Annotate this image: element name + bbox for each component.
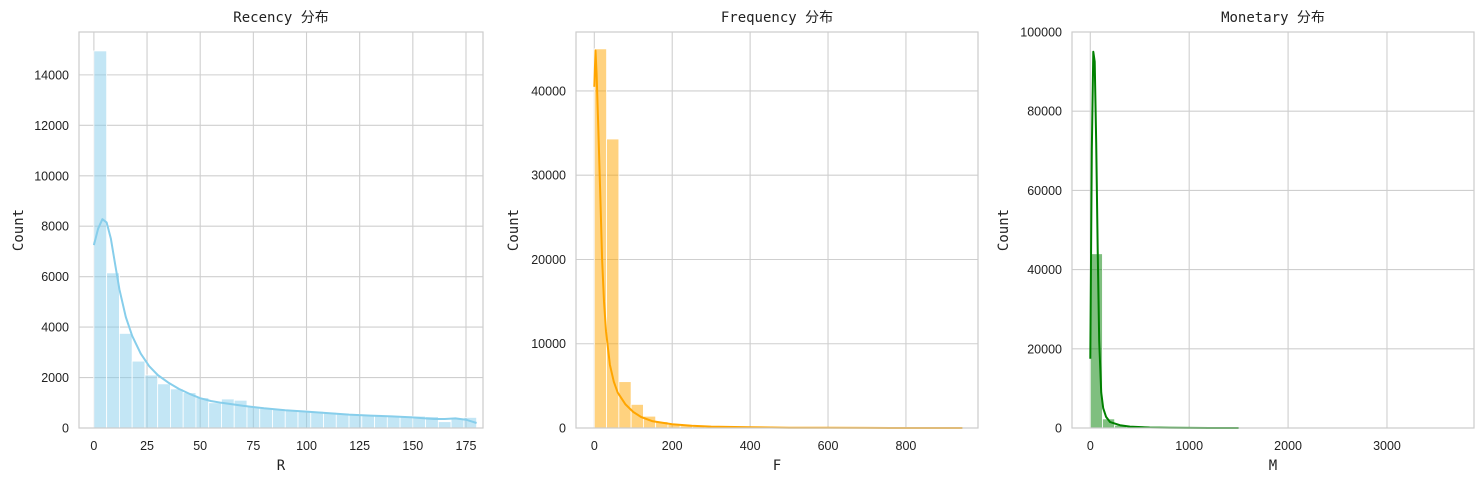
histogram-bar <box>119 333 133 429</box>
x-tick-label: 150 <box>402 439 423 453</box>
kde-line <box>92 218 477 424</box>
histogram-bar <box>131 360 146 429</box>
x-tick-label: 75 <box>246 439 260 453</box>
x-tick-label: 2000 <box>1274 439 1302 453</box>
histogram-bar <box>246 406 261 429</box>
y-tick-label: 0 <box>1055 422 1062 436</box>
y-tick-label: 40000 <box>1027 263 1062 277</box>
chart-title: Recency 分布 <box>233 10 328 26</box>
histogram-bar <box>374 414 388 429</box>
plot-frame <box>575 31 979 429</box>
y-tick-label: 0 <box>62 422 69 436</box>
x-tick-label: 50 <box>193 439 207 453</box>
x-tick-label: 0 <box>591 439 598 453</box>
kde-line <box>1089 50 1239 429</box>
chart-title: Monetary 分布 <box>1221 10 1325 26</box>
x-tick-label: 100 <box>296 439 317 453</box>
x-tick-label: 0 <box>1087 439 1094 453</box>
y-tick-label: 60000 <box>1027 184 1062 198</box>
recency-chart: 0 25 50 75 100 125 150 175 0 2000 4000 6000 8000 1000… <box>11 10 484 474</box>
y-tick-label: 100000 <box>1020 26 1062 40</box>
y-tick-label: 80000 <box>1027 105 1062 119</box>
y-axis-label: Count <box>11 209 27 251</box>
histogram-bar <box>361 414 375 429</box>
x-tick-label: 3000 <box>1373 439 1401 453</box>
histogram-bar <box>106 272 120 429</box>
histogram-bar <box>593 48 607 429</box>
histogram-bar <box>284 409 299 429</box>
histogram-bar <box>170 388 184 429</box>
histogram-bar <box>323 411 337 429</box>
plot-frame <box>1071 31 1475 429</box>
histogram-bar <box>272 409 286 429</box>
monetary-chart: 0 1000 2000 3000 0 20000 40000 60000 80000 100000… <box>996 10 1475 474</box>
histogram-bar <box>348 413 363 429</box>
x-tick-label: 25 <box>140 439 154 453</box>
kde-line <box>593 49 963 429</box>
y-tick-label: 20000 <box>1027 342 1062 356</box>
y-tick-label: 20000 <box>531 253 566 267</box>
x-tick-label: 1000 <box>1175 439 1203 453</box>
histogram-bar <box>182 392 197 429</box>
x-tick-label: 0 <box>90 439 97 453</box>
y-tick-label: 0 <box>559 422 566 436</box>
y-tick-label: 2000 <box>41 371 69 385</box>
y-axis-label: Count <box>506 209 522 251</box>
histogram-bar <box>606 138 620 429</box>
x-axis-label: F <box>773 458 781 474</box>
y-tick-label: 4000 <box>41 321 69 335</box>
histogram-bar <box>437 421 452 429</box>
y-tick-label: 30000 <box>531 169 566 183</box>
y-tick-label: 6000 <box>41 270 69 284</box>
frequency-chart: 0 200 400 600 800 0 10000 20000 30000 40000 Frequ… <box>506 10 979 474</box>
x-axis-label: R <box>277 458 286 474</box>
y-tick-label: 8000 <box>41 220 69 234</box>
histogram-bar <box>297 410 312 429</box>
x-tick-label: 125 <box>349 439 370 453</box>
y-tick-label: 10000 <box>531 337 566 351</box>
y-tick-label: 10000 <box>34 169 69 183</box>
x-tick-label: 800 <box>896 439 917 453</box>
histogram-bar <box>195 397 210 429</box>
y-tick-label: 12000 <box>34 119 69 133</box>
chart-title: Frequency 分布 <box>721 10 833 26</box>
histogram-bar <box>259 407 273 429</box>
x-tick-label: 175 <box>456 439 477 453</box>
histogram-bar <box>208 402 222 429</box>
plot-frame <box>78 31 484 429</box>
histogram-bar <box>310 410 324 429</box>
y-tick-label: 14000 <box>34 68 69 82</box>
y-axis-label: Count <box>996 209 1012 251</box>
histogram-bar <box>335 412 350 429</box>
histogram-bar <box>1089 253 1103 429</box>
x-axis-label: M <box>1269 458 1277 474</box>
y-tick-label: 40000 <box>531 84 566 98</box>
x-tick-label: 600 <box>818 439 839 453</box>
x-tick-label: 200 <box>662 439 683 453</box>
histogram-bar <box>157 383 171 429</box>
x-tick-label: 400 <box>740 439 761 453</box>
histogram-bar <box>144 374 159 429</box>
